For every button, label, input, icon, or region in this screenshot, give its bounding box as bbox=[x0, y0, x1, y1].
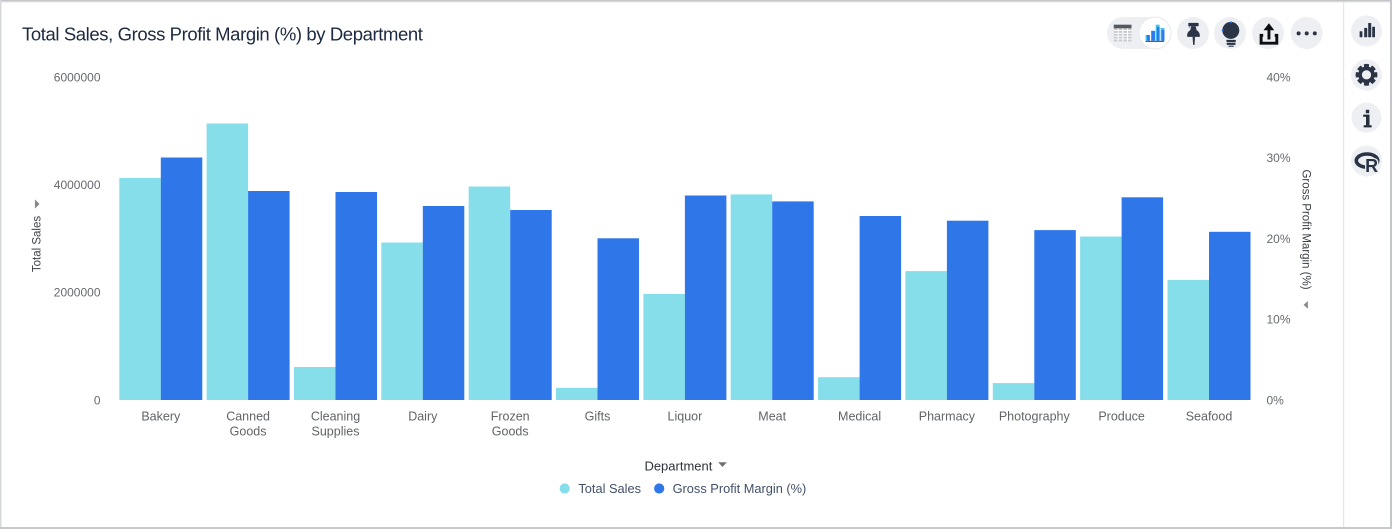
svg-text:Photography: Photography bbox=[999, 410, 1071, 424]
svg-text:Medical: Medical bbox=[838, 410, 881, 424]
svg-text:Department: Department bbox=[644, 458, 712, 473]
svg-text:Supplies: Supplies bbox=[312, 424, 360, 438]
svg-text:6000000: 6000000 bbox=[54, 70, 101, 84]
svg-text:Gross Profit Margin (%): Gross Profit Margin (%) bbox=[673, 481, 807, 496]
svg-text:Liquor: Liquor bbox=[668, 410, 703, 424]
svg-text:Total Sales: Total Sales bbox=[32, 216, 44, 273]
svg-text:Meat: Meat bbox=[758, 410, 786, 424]
svg-text:Frozen: Frozen bbox=[491, 410, 530, 424]
svg-text:Gifts: Gifts bbox=[585, 410, 611, 424]
svg-text:Produce: Produce bbox=[1098, 410, 1145, 424]
svg-text:20%: 20% bbox=[1267, 232, 1291, 246]
svg-text:Bakery: Bakery bbox=[141, 410, 181, 424]
svg-text:R: R bbox=[1365, 156, 1378, 176]
svg-text:2000000: 2000000 bbox=[54, 286, 101, 300]
svg-text:Canned: Canned bbox=[226, 410, 270, 424]
svg-text:Seafood: Seafood bbox=[1186, 410, 1233, 424]
svg-text:Pharmacy: Pharmacy bbox=[919, 410, 976, 424]
svg-text:Total Sales: Total Sales bbox=[578, 481, 641, 496]
svg-text:Total Sales, Gross Profit Marg: Total Sales, Gross Profit Margin (%) by … bbox=[22, 23, 423, 44]
svg-text:Goods: Goods bbox=[492, 424, 529, 438]
svg-text:30%: 30% bbox=[1267, 151, 1291, 165]
svg-text:40%: 40% bbox=[1267, 70, 1291, 84]
svg-text:Goods: Goods bbox=[230, 424, 267, 438]
svg-text:4000000: 4000000 bbox=[54, 178, 101, 192]
svg-text:Gross Profit Margin (%): Gross Profit Margin (%) bbox=[1300, 169, 1312, 289]
svg-text:0%: 0% bbox=[1267, 393, 1285, 407]
svg-text:Dairy: Dairy bbox=[408, 410, 438, 424]
svg-text:Cleaning: Cleaning bbox=[311, 410, 360, 424]
svg-text:10%: 10% bbox=[1267, 313, 1291, 327]
svg-text:0: 0 bbox=[94, 393, 101, 407]
